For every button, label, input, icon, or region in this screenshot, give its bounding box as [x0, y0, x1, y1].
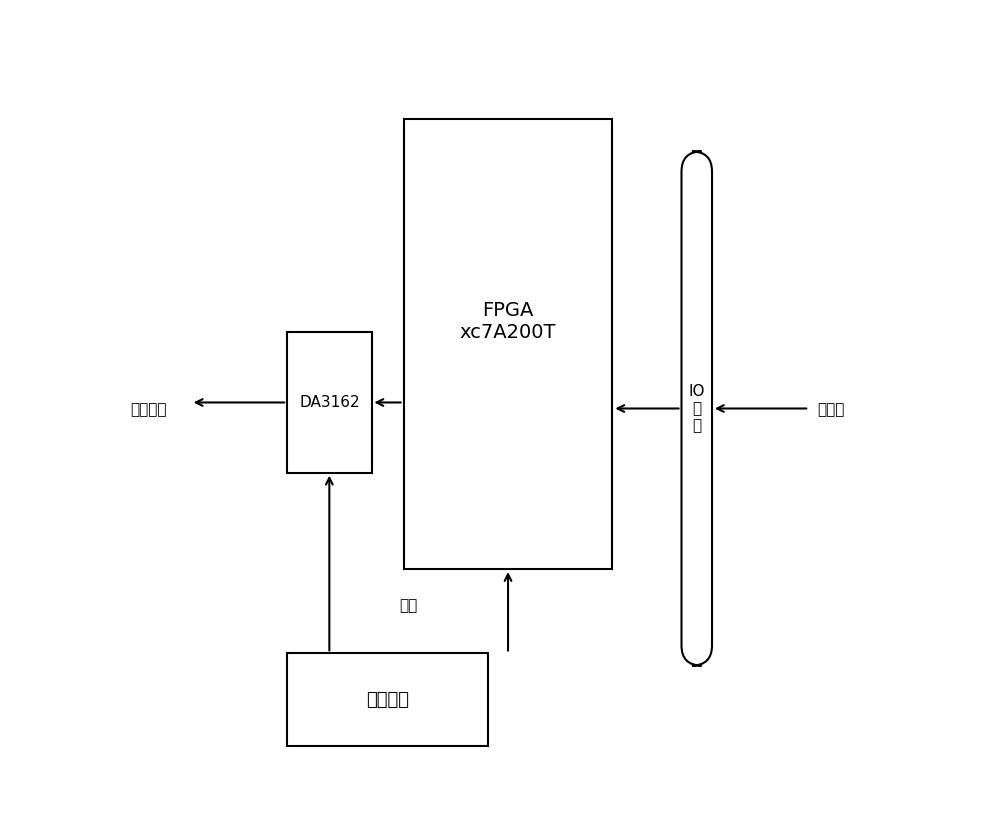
Bar: [404, 119, 612, 569]
Text: IO
模
块: IO 模 块: [689, 384, 705, 433]
Bar: [287, 333, 372, 473]
Text: FPGA
xc7A200T: FPGA xc7A200T: [460, 301, 556, 342]
Text: 调频信号: 调频信号: [131, 403, 167, 417]
Text: 电源模块: 电源模块: [366, 690, 409, 708]
Bar: [287, 654, 488, 746]
FancyBboxPatch shape: [682, 151, 712, 666]
Text: 数据流: 数据流: [817, 403, 845, 417]
Text: 供电: 供电: [400, 598, 418, 613]
Text: DA3162: DA3162: [299, 395, 360, 410]
